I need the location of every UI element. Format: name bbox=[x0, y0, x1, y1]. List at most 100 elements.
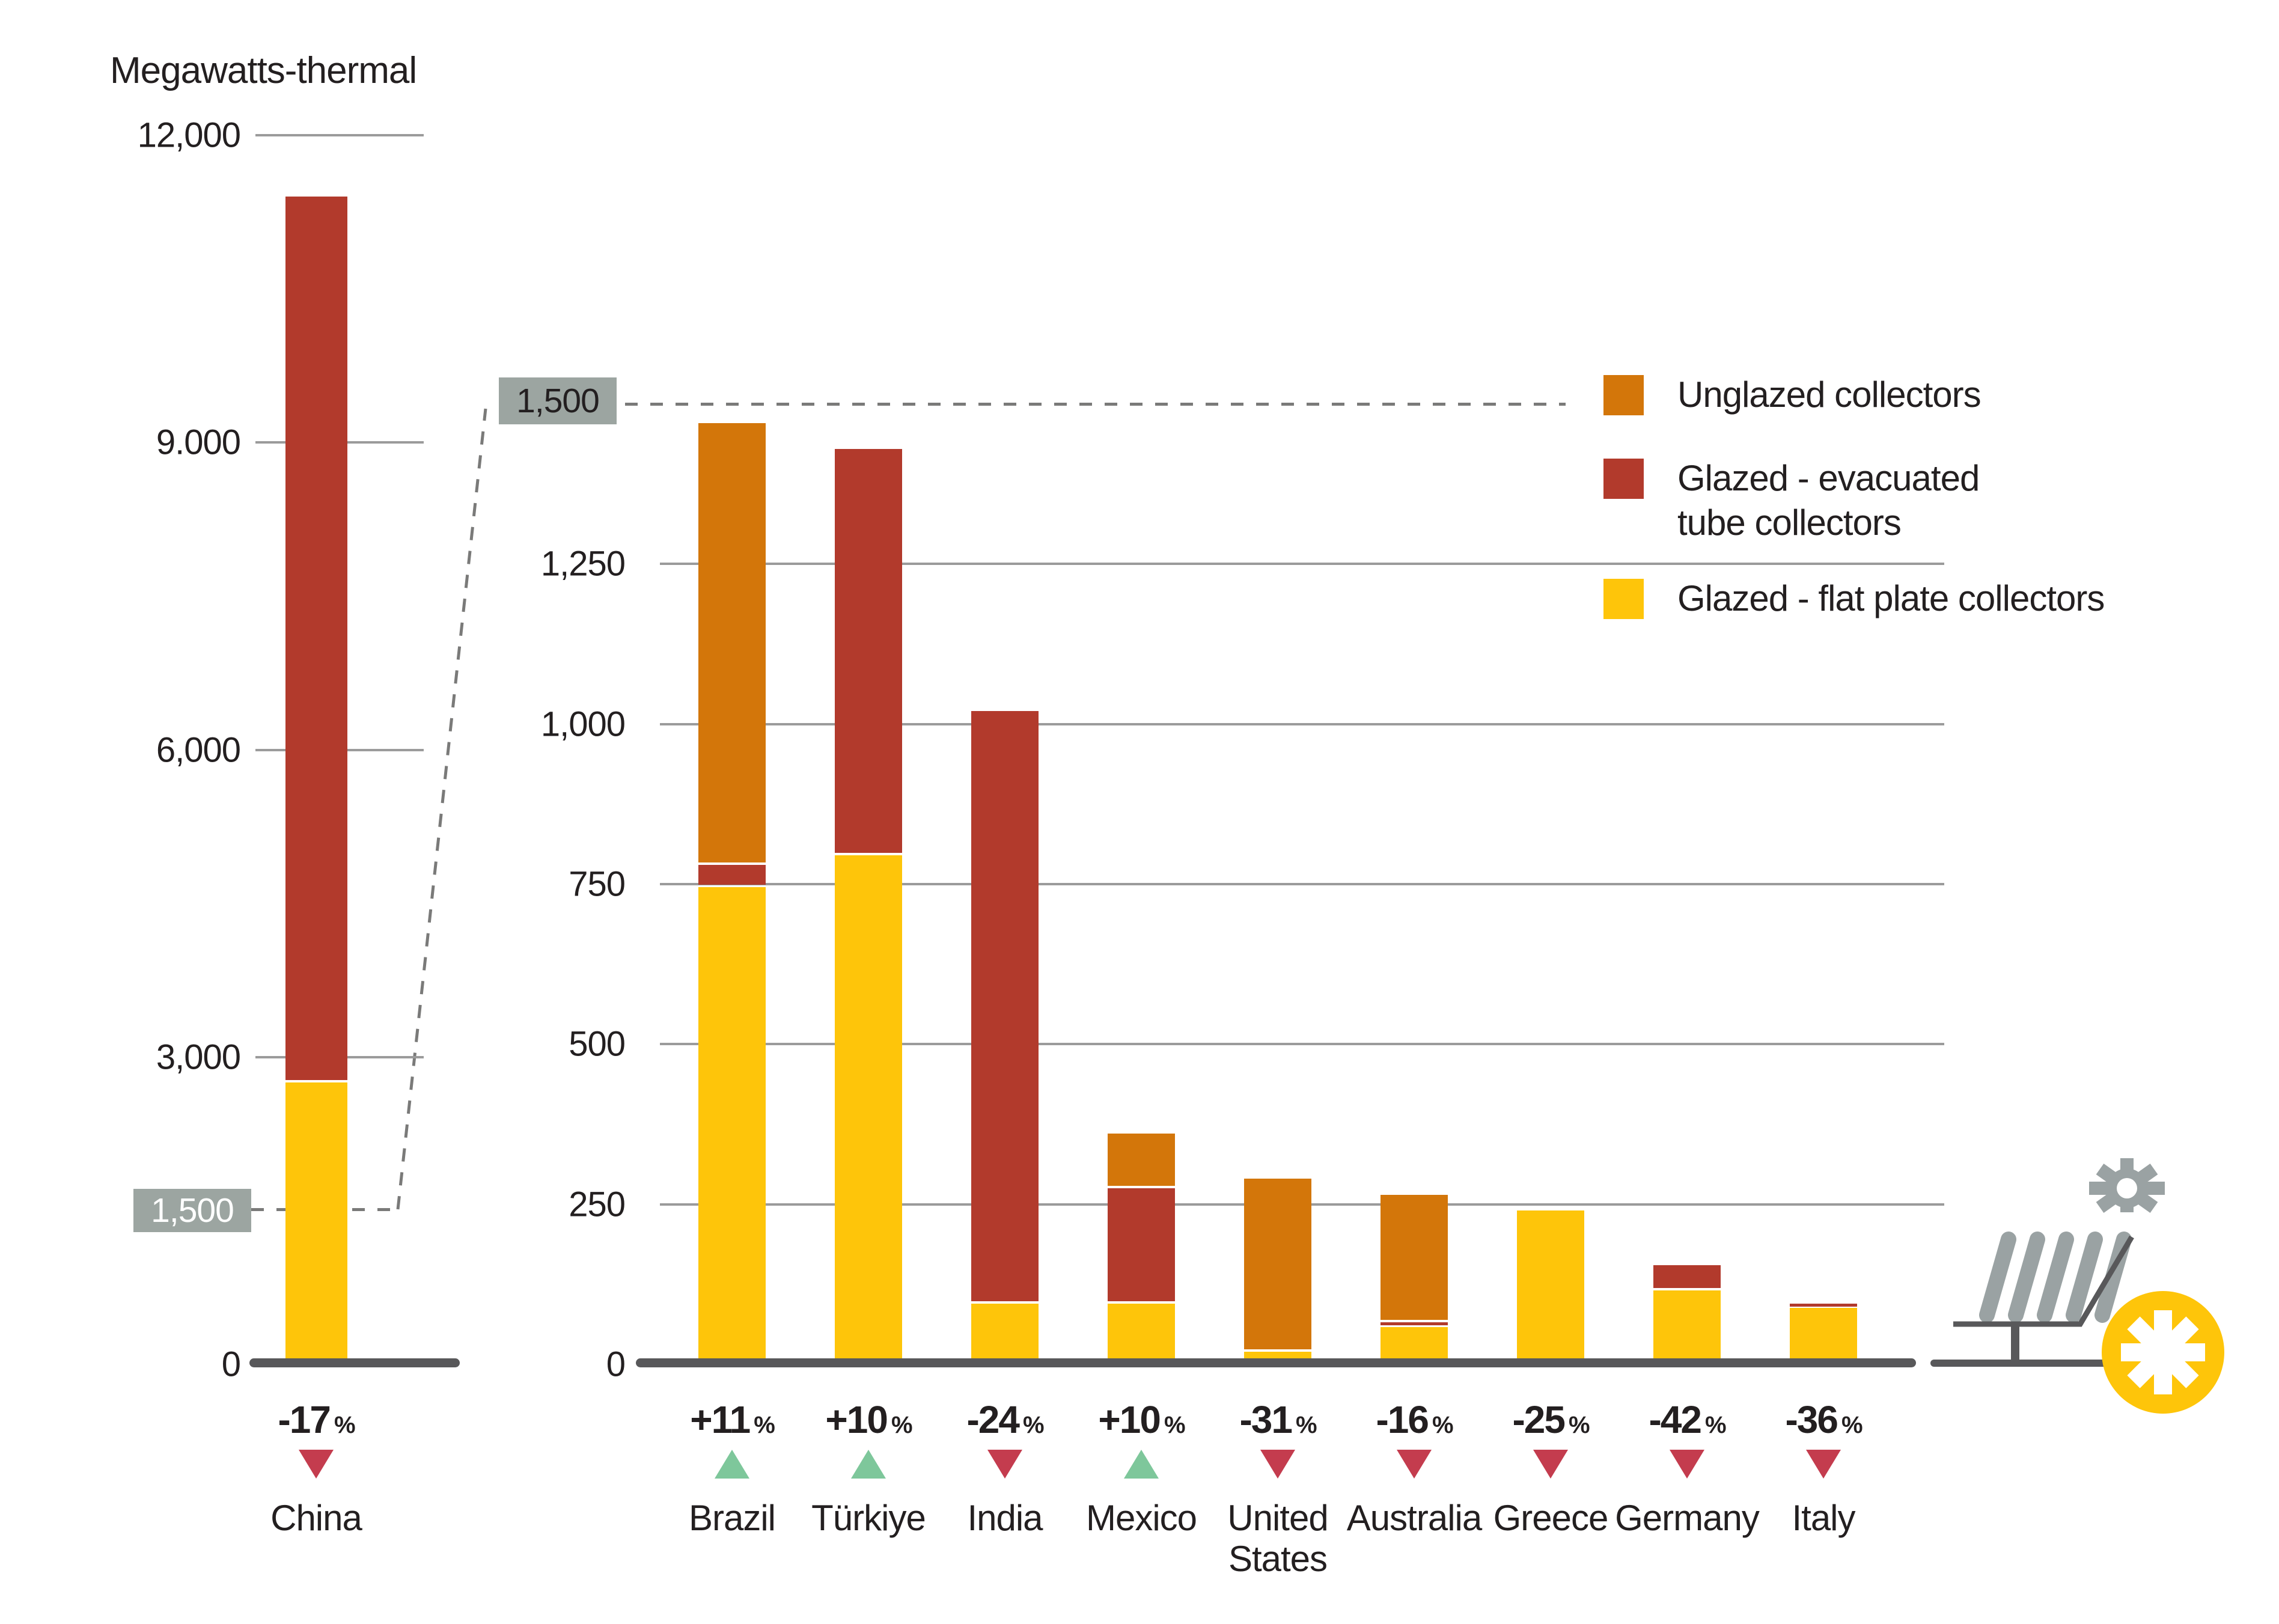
gridline-china-12000 bbox=[255, 134, 424, 136]
bar-segment-greece-flat_plate bbox=[1517, 1210, 1584, 1364]
category-label-united-states: United States bbox=[1227, 1498, 1328, 1580]
bar-segment-germany-evacuated_tube bbox=[1653, 1265, 1721, 1288]
bar-segment-australia-evacuated_tube bbox=[1381, 1322, 1448, 1325]
change-pct-germany: -42% bbox=[1649, 1397, 1727, 1442]
gridline-zoom-1000 bbox=[660, 723, 1944, 725]
bar-segment-mexico-evacuated_tube bbox=[1108, 1188, 1175, 1301]
up-triangle-icon-mexico bbox=[1124, 1450, 1159, 1479]
change-pct-value: -31 bbox=[1239, 1398, 1292, 1441]
category-label-germany: Germany bbox=[1615, 1498, 1760, 1539]
change-pct-value: +10 bbox=[1098, 1398, 1161, 1441]
category-label-türkiye: Türkiye bbox=[811, 1498, 926, 1539]
category-label-line: States bbox=[1228, 1539, 1328, 1579]
unglazed-swatch-icon bbox=[1603, 375, 1644, 415]
bar-segment-italy-evacuated_tube bbox=[1790, 1304, 1857, 1307]
change-pct-value: -36 bbox=[1785, 1398, 1838, 1441]
category-label-greece: Greece bbox=[1493, 1498, 1609, 1539]
percent-sign: % bbox=[1841, 1412, 1863, 1438]
percent-sign: % bbox=[891, 1412, 913, 1438]
bar-segment-mexico-flat_plate bbox=[1108, 1304, 1175, 1364]
bar-segment-brazil-unglazed bbox=[698, 423, 766, 862]
percent-sign: % bbox=[1432, 1412, 1454, 1438]
percent-sign: % bbox=[1295, 1412, 1317, 1438]
percent-sign: % bbox=[1704, 1412, 1727, 1438]
bar-segment-china-evacuated_tube bbox=[285, 197, 347, 1080]
change-pct-greece: -25% bbox=[1512, 1397, 1590, 1442]
category-label-line: Brazil bbox=[688, 1498, 776, 1538]
category-label-brazil: Brazil bbox=[688, 1498, 776, 1539]
category-label-italy: Italy bbox=[1792, 1498, 1855, 1539]
gridline-zoom-750 bbox=[660, 883, 1944, 885]
category-label-line: Türkiye bbox=[811, 1498, 926, 1538]
gridline-zoom-1250 bbox=[660, 563, 1944, 565]
evacuated-tube-swatch-icon bbox=[1603, 459, 1644, 499]
legend-label-evacuated-tube: Glazed - evacuated tube collectors bbox=[1677, 458, 1980, 543]
category-label-line: India bbox=[967, 1498, 1043, 1538]
change-pct-value: -17 bbox=[278, 1398, 331, 1441]
legend-item-flat-plate: Glazed - flat plate collectors bbox=[1603, 578, 2105, 621]
change-pct-india: -24% bbox=[966, 1397, 1044, 1442]
legend-item-evacuated-tube: Glazed - evacuated tube collectors bbox=[1603, 458, 1980, 545]
zoom-x-axis bbox=[636, 1358, 1916, 1367]
y-tick-china-12000: 12,000 bbox=[137, 115, 241, 155]
category-label-india: India bbox=[967, 1498, 1043, 1539]
bar-segment-türkiye-evacuated_tube bbox=[835, 449, 902, 853]
category-label-line: Germany bbox=[1615, 1498, 1760, 1538]
category-label-line: United bbox=[1227, 1498, 1328, 1538]
change-pct-türkiye: +10% bbox=[825, 1397, 913, 1442]
y-tick-china-9000: 9.000 bbox=[156, 423, 241, 462]
change-pct-value: +11 bbox=[690, 1398, 751, 1441]
change-pct-mexico: +10% bbox=[1098, 1397, 1186, 1442]
category-label-line: Italy bbox=[1792, 1498, 1855, 1538]
y-tick-china-3000: 3,000 bbox=[156, 1037, 241, 1077]
category-label-mexico: Mexico bbox=[1086, 1498, 1197, 1539]
bar-segment-china-flat_plate bbox=[285, 1082, 347, 1364]
bar-segment-united-states-unglazed bbox=[1244, 1179, 1311, 1349]
down-triangle-icon-india bbox=[987, 1450, 1022, 1479]
panel-stripes bbox=[1979, 1232, 2132, 1323]
down-triangle-icon-greece bbox=[1533, 1450, 1568, 1479]
legend-label-unglazed: Unglazed collectors bbox=[1677, 374, 1982, 415]
bar-segment-italy-flat_plate bbox=[1790, 1308, 1857, 1364]
category-label-line: China bbox=[270, 1498, 362, 1538]
bar-segment-türkiye-flat_plate bbox=[835, 855, 902, 1364]
bar-segment-india-evacuated_tube bbox=[971, 711, 1039, 1301]
change-pct-united-states: -31% bbox=[1239, 1397, 1317, 1442]
percent-sign: % bbox=[1164, 1412, 1186, 1438]
change-pct-australia: -16% bbox=[1376, 1397, 1454, 1442]
bar-segment-india-flat_plate bbox=[971, 1304, 1039, 1364]
zoom-reference-dashed-line bbox=[625, 403, 1566, 406]
category-label-china: China bbox=[270, 1498, 362, 1539]
change-pct-china: -17% bbox=[278, 1397, 355, 1442]
legend-item-unglazed: Unglazed collectors bbox=[1603, 374, 1982, 417]
bar-segment-brazil-evacuated_tube bbox=[698, 865, 766, 885]
percent-sign: % bbox=[754, 1412, 775, 1438]
y-tick-zoom-1000: 1,000 bbox=[540, 704, 626, 744]
percent-sign: % bbox=[1568, 1412, 1590, 1438]
solar-thermal-collector-icon bbox=[1953, 1158, 2224, 1414]
bar-segment-australia-flat_plate bbox=[1381, 1327, 1448, 1364]
y-tick-zoom-250: 250 bbox=[569, 1185, 626, 1224]
change-pct-value: -24 bbox=[966, 1398, 1019, 1441]
y-tick-china-6000: 6,000 bbox=[156, 730, 241, 770]
category-label-australia: Australia bbox=[1347, 1498, 1482, 1539]
change-pct-value: -42 bbox=[1649, 1398, 1701, 1441]
up-triangle-icon-brazil bbox=[715, 1450, 749, 1479]
panel-frame bbox=[1953, 1235, 2134, 1364]
zoom-reference-callout: 1,500 bbox=[499, 377, 617, 424]
china-reference-callout: 1,500 bbox=[133, 1189, 251, 1232]
up-triangle-icon-türkiye bbox=[851, 1450, 886, 1479]
bar-segment-mexico-unglazed bbox=[1108, 1134, 1175, 1186]
change-pct-value: +10 bbox=[825, 1398, 888, 1441]
gridline-zoom-500 bbox=[660, 1043, 1944, 1045]
flat-plate-swatch-icon bbox=[1603, 579, 1644, 619]
y-tick-zoom-750: 750 bbox=[569, 864, 626, 904]
y-tick-china-0: 0 bbox=[221, 1345, 241, 1384]
zoom-connector-line bbox=[396, 408, 487, 1210]
down-triangle-icon-germany bbox=[1670, 1450, 1704, 1479]
change-pct-brazil: +11% bbox=[690, 1397, 775, 1442]
down-triangle-icon-australia bbox=[1397, 1450, 1432, 1479]
legend-label-flat-plate: Glazed - flat plate collectors bbox=[1677, 578, 2105, 618]
category-label-line: Greece bbox=[1493, 1498, 1609, 1538]
